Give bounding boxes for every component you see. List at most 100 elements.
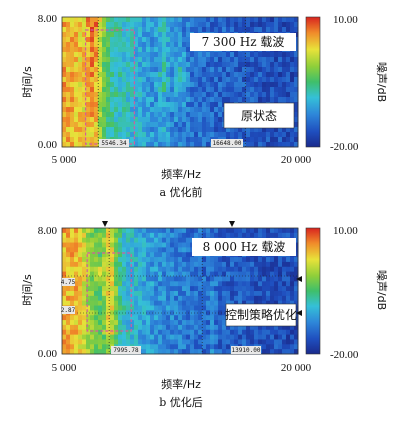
spectrogram-cell [106, 242, 111, 248]
spectrogram-cell [150, 252, 155, 258]
spectrogram-cell [134, 252, 139, 258]
spectrogram-cell [234, 300, 239, 306]
spectrogram-cell [150, 320, 155, 326]
spectrogram-cell [266, 82, 271, 88]
spectrogram-cell [258, 67, 263, 73]
spectrogram-cell [198, 232, 203, 239]
spectrogram-cell [194, 112, 199, 118]
spectrogram-cell [66, 42, 71, 48]
caption-b: b 优化后 [159, 395, 203, 409]
spectrogram-cell [182, 57, 187, 63]
spectrogram-cell [146, 339, 151, 345]
spectrogram-cell [66, 286, 71, 292]
spectrogram-cell [182, 247, 187, 253]
spectrogram-cell [174, 132, 179, 138]
spectrogram-cell [170, 97, 175, 103]
spectrogram-cell [150, 305, 155, 311]
spectrogram-cell [190, 142, 195, 148]
spectrogram-cell [174, 257, 179, 263]
spectrogram-cell [158, 315, 163, 321]
spectrogram-cell [94, 132, 99, 138]
spectrogram-cell [78, 37, 83, 43]
spectrogram-cell [246, 295, 251, 302]
spectrogram-cell [158, 324, 163, 331]
spectrogram-cell [122, 77, 127, 83]
spectrogram-cell [114, 122, 119, 128]
spectrogram-cell [194, 276, 199, 282]
spectrogram-cell [262, 52, 267, 58]
spectrogram-cell [254, 228, 259, 234]
spectrogram-cell [186, 67, 191, 73]
spectrogram-cell [174, 295, 179, 302]
spectrogram-cell [158, 142, 163, 148]
spectrogram-cell [122, 92, 127, 98]
spectrogram-cell [194, 17, 199, 23]
spectrogram-cell [246, 276, 251, 282]
spectrogram-cell [246, 92, 251, 98]
spectrogram-cell [262, 339, 267, 345]
spectrogram-cell [246, 334, 251, 340]
spectrogram-cell [246, 22, 251, 28]
spectrogram-cell [262, 67, 267, 73]
spectrogram-cell [118, 291, 123, 297]
spectrogram-cell [170, 281, 175, 287]
spectrogram-cell [154, 320, 159, 326]
spectrogram-cell [122, 334, 127, 340]
spectrogram-cell [190, 117, 195, 123]
spectrogram-cell [274, 324, 279, 331]
spectrogram-cell [106, 286, 111, 292]
spectrogram-cell [250, 27, 255, 33]
spectrogram-cell [230, 62, 235, 68]
spectrogram-cell [122, 295, 127, 302]
spectrogram-cell [238, 52, 243, 58]
spectrogram-cell [294, 237, 299, 243]
spectrogram-cell [210, 232, 215, 239]
spectrogram-cell [242, 334, 247, 340]
spectrogram-cell [226, 82, 231, 88]
spectrogram-cell [130, 142, 135, 148]
spectrogram-cell [158, 127, 163, 133]
spectrogram-cell [86, 315, 91, 321]
spectrogram-cell [130, 57, 135, 63]
spectrogram-cell [150, 242, 155, 248]
spectrogram-cell [278, 57, 283, 63]
spectrogram-cell [262, 127, 267, 133]
spectrogram-cell [238, 82, 243, 88]
spectrogram-cell [198, 92, 203, 98]
spectrogram-cell [122, 62, 127, 68]
spectrogram-cell [206, 339, 211, 345]
spectrogram-cell [186, 32, 191, 38]
spectrogram-cell [90, 237, 95, 243]
spectrogram-cell [154, 315, 159, 321]
readout-box-b2 [231, 346, 261, 354]
spectrogram-cell [210, 22, 215, 28]
spectrogram-cell [62, 42, 67, 48]
spectrogram-cell [82, 324, 87, 331]
spectrogram-cell [134, 42, 139, 48]
spectrogram-cell [170, 122, 175, 128]
spectrogram-cell [158, 92, 163, 98]
spectrogram-cell [210, 17, 215, 23]
spectrogram-cell [194, 349, 199, 355]
spectrogram-cell [126, 257, 131, 263]
spectrogram-cell [190, 334, 195, 340]
spectrogram-cell [290, 286, 295, 292]
spectrogram-cell [186, 107, 191, 113]
spectrogram-cell [210, 266, 215, 273]
spectrogram-cell [198, 329, 203, 336]
spectrogram-cell [242, 82, 247, 88]
spectrogram-cell [166, 127, 171, 133]
spectrogram-cell [70, 271, 75, 277]
spectrogram-cell [146, 324, 151, 331]
spectrogram-cell [278, 334, 283, 340]
spectrogram-cell [190, 320, 195, 326]
spectrogram-cell [122, 52, 127, 58]
spectrogram-cell [98, 329, 103, 336]
spectrogram-cell [158, 271, 163, 277]
spectrogram-cell [82, 87, 87, 93]
spectrogram-cell [166, 281, 171, 287]
spectrogram-cell [142, 132, 147, 138]
spectrogram-cell [66, 67, 71, 73]
spectrogram-cell [122, 47, 127, 53]
spectrogram-cell [70, 27, 75, 33]
